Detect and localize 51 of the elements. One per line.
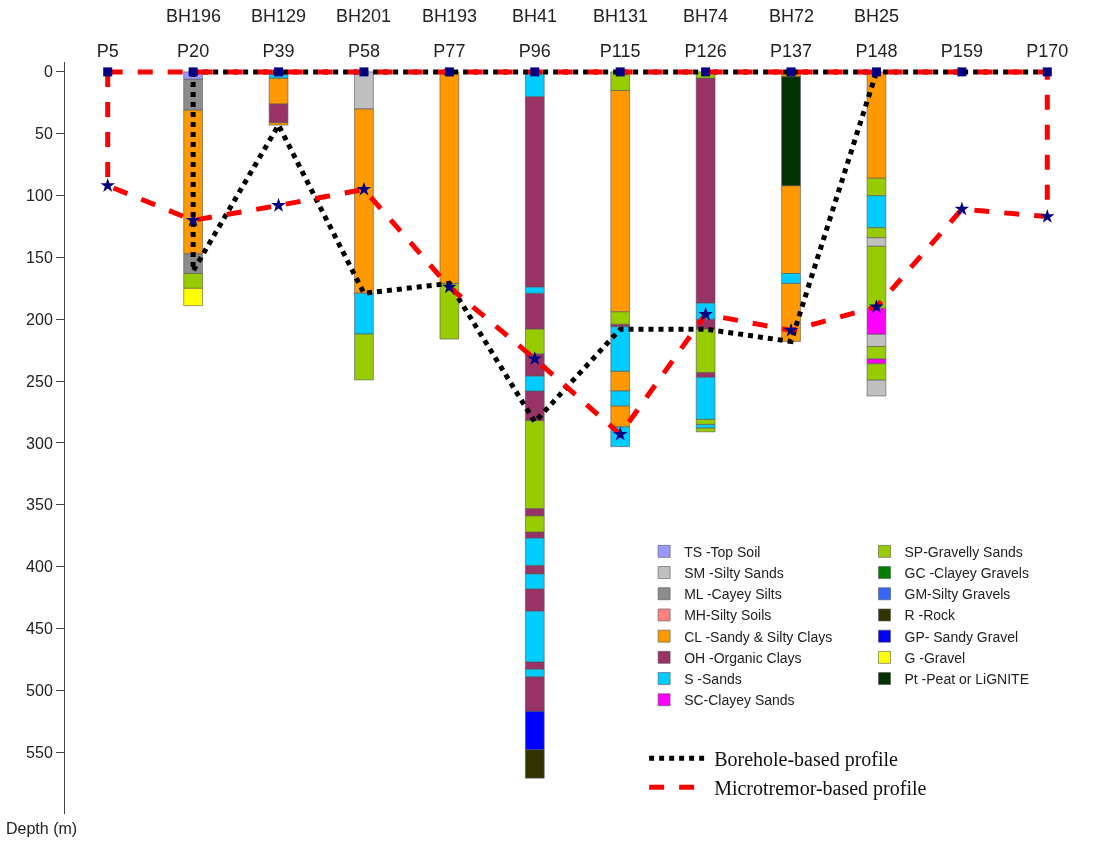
x-tick-label: P115 — [599, 41, 641, 62]
y-tick-label: 350 — [26, 496, 53, 514]
y-tick-label: 100 — [26, 187, 53, 205]
y-tick-label: 200 — [26, 310, 53, 328]
x-tick-label: P5 — [96, 41, 119, 62]
y-tick-label: 250 — [26, 372, 53, 390]
x-tick-label: P148 — [855, 41, 898, 62]
legend-label: SC-Clayey Sands — [684, 692, 795, 709]
text: BH74 — [683, 6, 729, 26]
legend-label: S -Sands — [684, 671, 742, 688]
legend-label: GP- Sandy Gravel — [904, 628, 1019, 645]
y-tick-label: 500 — [26, 681, 53, 699]
y-tick-label: 50 — [35, 125, 53, 143]
legend-label: R -Rock — [904, 607, 957, 624]
y-tick-label: 0 — [43, 63, 53, 81]
legend-label: TS -Top Soil — [684, 543, 761, 560]
text: BH201 — [336, 6, 392, 26]
x-tick-label: P77 — [433, 41, 466, 62]
x-tick-label: P170 — [1026, 41, 1069, 62]
text: BH25 — [854, 6, 900, 26]
y-axis-title: Depth (m) — [6, 820, 78, 837]
x-tick-label: P20 — [177, 41, 210, 62]
y-tick-label: 150 — [26, 249, 53, 267]
legend-label: SM -Silty Sands — [684, 565, 784, 582]
legend-label: OH -Organic Clays — [684, 649, 802, 666]
legend-label: MH-Silty Soils — [684, 607, 772, 624]
x-tick-label: P96 — [518, 41, 551, 62]
legend-label: SP-Gravelly Sands — [904, 543, 1023, 560]
text: BH131 — [593, 6, 649, 26]
x-tick-label: P58 — [347, 41, 380, 62]
y-tick-label: 400 — [26, 558, 53, 576]
text: BH41 — [512, 6, 558, 26]
text: BH196 — [166, 6, 222, 26]
legend-label: Borehole-based profile — [714, 748, 899, 772]
legend-label: CL -Sandy & Silty Clays — [684, 628, 833, 645]
legend-label: GM-Silty Gravels — [904, 586, 1011, 603]
text: BH72 — [769, 6, 815, 26]
legend-label: ML -Cayey Silts — [684, 586, 782, 603]
x-tick-label: P126 — [684, 41, 727, 62]
legend-label: G -Gravel — [904, 649, 966, 666]
x-tick-label: P39 — [262, 41, 295, 62]
legend-label: GC -Clayey Gravels — [904, 565, 1029, 582]
x-tick-label: P159 — [940, 41, 983, 62]
legend-label: Microtremor-based profile — [714, 777, 927, 801]
y-tick-label: 300 — [26, 434, 53, 452]
x-tick-label: P137 — [770, 41, 813, 62]
y-tick-label: 550 — [26, 743, 53, 761]
legend-label: Pt -Peat or LiGNITE — [904, 671, 1029, 688]
text: BH129 — [251, 6, 307, 26]
text: BH193 — [422, 6, 478, 26]
y-tick-label: 450 — [26, 620, 53, 638]
